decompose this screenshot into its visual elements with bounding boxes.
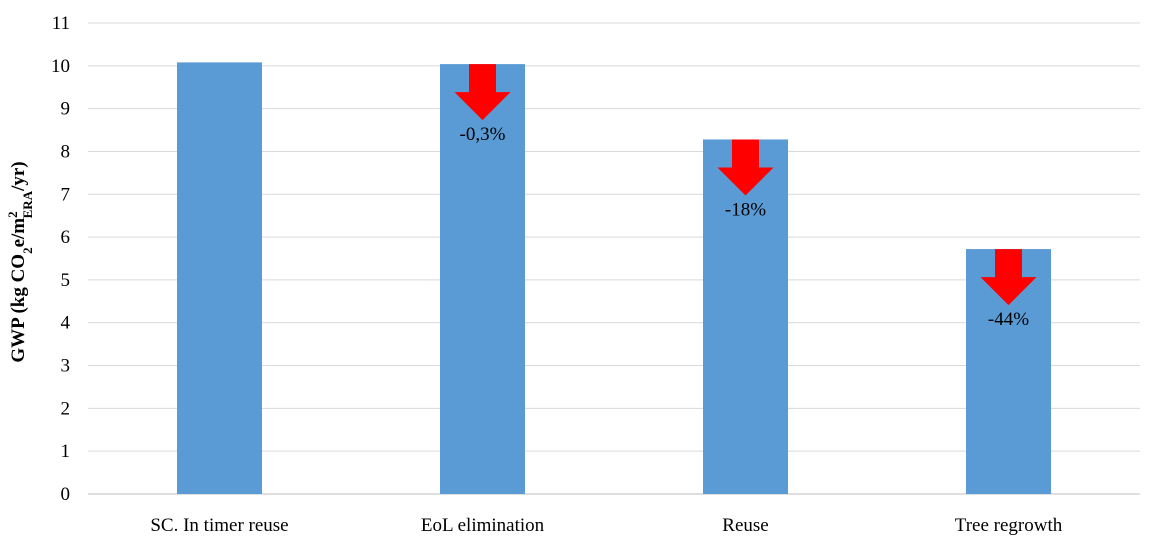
y-tick-label: 9 (61, 99, 71, 120)
y-tick-label: 5 (61, 270, 71, 291)
y-tick-label: 3 (61, 356, 71, 377)
x-category-labels: SC. In timer reuse EoL elimination Reuse Tr… (150, 515, 1062, 536)
y-tick-label: 10 (51, 56, 70, 77)
y-tick-label: 4 (61, 313, 71, 334)
bar (177, 62, 262, 494)
x-category-label: Tree regrowth (955, 515, 1063, 536)
y-tick-label: 8 (61, 141, 71, 162)
bar (703, 139, 788, 494)
y-tick-label: 2 (61, 398, 71, 419)
gridlines (88, 22, 1140, 495)
down-arrow-icon (454, 64, 511, 121)
y-tick-label: 7 (61, 184, 71, 205)
down-arrow-icon (980, 249, 1037, 306)
y-tick-labels: 0 1 2 3 4 5 6 7 8 9 10 11 (51, 13, 71, 505)
reduction-arrows: -0,3% -18% -44% (454, 64, 1037, 330)
bars (177, 62, 1051, 494)
reduction-label: -18% (725, 199, 766, 220)
y-tick-label: 1 (61, 441, 71, 462)
y-axis-label: GWP (kg CO2e/m2ERA/yr) (5, 161, 35, 362)
y-tick-label: 6 (61, 227, 71, 248)
bar (440, 64, 525, 494)
down-arrow-icon (717, 139, 774, 196)
y-tick-label: 0 (61, 484, 71, 505)
x-category-label: EoL elimination (421, 515, 545, 536)
x-category-label: Reuse (722, 515, 768, 536)
reduction-label: -0,3% (460, 124, 506, 145)
reduction-label: -44% (988, 309, 1029, 330)
y-tick-label: 11 (52, 13, 70, 34)
x-category-label: SC. In timer reuse (150, 515, 288, 536)
